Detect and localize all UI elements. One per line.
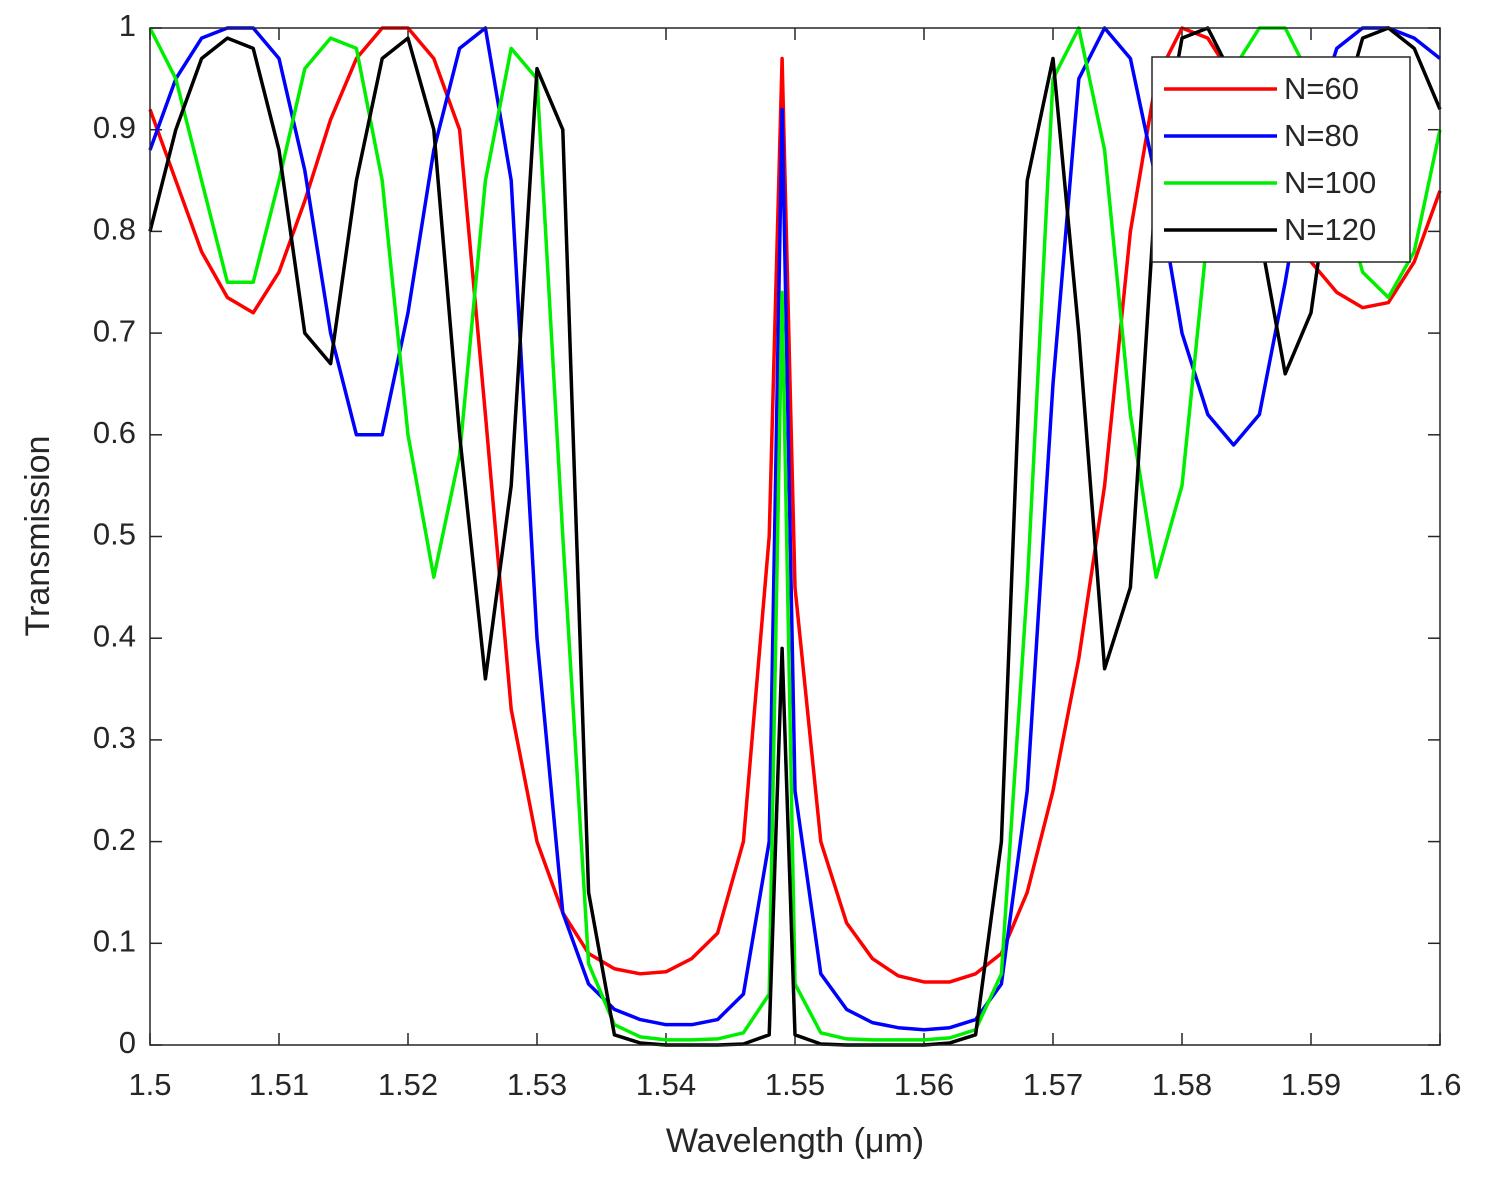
legend-label: N=80 xyxy=(1284,118,1359,153)
y-tick-label: 0.8 xyxy=(93,212,136,247)
y-tick-label: 0.3 xyxy=(93,720,136,755)
x-tick-label: 1.55 xyxy=(765,1067,825,1102)
series-line xyxy=(148,26,1442,1032)
x-tick-label: 1.57 xyxy=(1023,1067,1083,1102)
y-tick-label: 0.4 xyxy=(93,618,136,653)
x-tick-label: 1.59 xyxy=(1281,1067,1341,1102)
y-tick-label: 0.9 xyxy=(93,110,136,145)
y-axis-label: Transmission xyxy=(19,436,57,637)
x-tick-label: 1.51 xyxy=(249,1067,309,1102)
x-tick-label: 1.52 xyxy=(378,1067,438,1102)
legend-label: N=100 xyxy=(1284,165,1376,200)
legend-box xyxy=(1151,56,1411,263)
y-tick-label: 0.5 xyxy=(93,517,136,552)
x-tick-label: 1.53 xyxy=(507,1067,567,1102)
y-tick-label: 0.1 xyxy=(93,923,136,958)
series-line xyxy=(148,26,1442,1047)
y-tick-label: 0 xyxy=(119,1025,136,1060)
x-tick-label: 1.5 xyxy=(128,1067,171,1102)
x-tick-label: 1.54 xyxy=(636,1067,696,1102)
y-tick-label: 0.6 xyxy=(93,415,136,450)
plot-frame xyxy=(149,27,1441,1046)
x-tick-label: 1.58 xyxy=(1152,1067,1212,1102)
y-tick-label: 0.7 xyxy=(93,313,136,348)
x-tick-label: 1.56 xyxy=(894,1067,954,1102)
x-axis-label: Wavelength (μm) xyxy=(666,1122,924,1160)
legend-label: N=120 xyxy=(1284,212,1376,247)
y-tick-label: 0.2 xyxy=(93,822,136,857)
x-tick-label: 1.6 xyxy=(1418,1067,1461,1102)
legend-label: N=60 xyxy=(1284,71,1359,106)
y-tick-label: 1 xyxy=(119,8,136,43)
